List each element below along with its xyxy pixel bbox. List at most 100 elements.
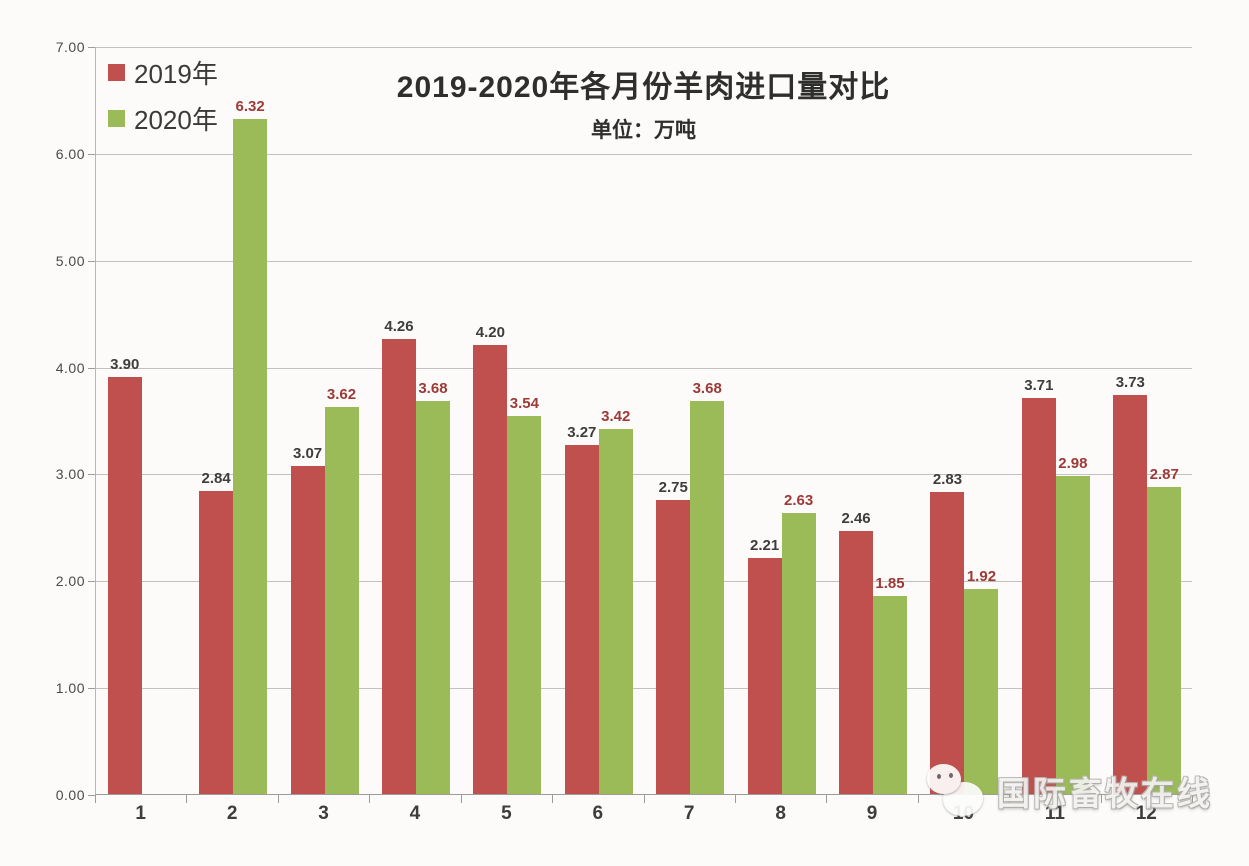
plot-area: 3.90 2.84 6.32 3.07 3.62 4.26 3.68 4.20 3.54 3.27… (95, 47, 1192, 795)
y-axis-tick (88, 688, 95, 690)
y-axis-tick-label: 2.00 (55, 573, 85, 590)
bar-2020年-month-9 (873, 596, 908, 794)
bar-2019年-month-2 (199, 490, 234, 794)
x-axis-label-month-11: 11 (1044, 803, 1065, 824)
legend-label-2019: 2019年 (134, 58, 218, 89)
x-axis-tick (552, 795, 554, 803)
bar-group-month-2: 2.84 6.32 (187, 47, 278, 794)
bar-value-label-2019年-month-4: 4.26 (384, 317, 414, 335)
bar-value-label-2020年-month-12: 2.87 (1149, 466, 1179, 484)
y-axis-tick-label: 1.00 (55, 680, 85, 697)
x-axis-label-month-5: 5 (501, 803, 512, 824)
bar-value-label-2019年-month-10: 2.83 (932, 470, 963, 488)
bar-2020年-month-11 (1055, 475, 1090, 794)
bar-group-month-1: 3.90 (96, 47, 187, 794)
y-axis-tick-label: 5.00 (55, 252, 85, 269)
x-axis-label-month-8: 8 (775, 803, 786, 824)
gridline (96, 153, 1192, 155)
bar-2020年-month-7 (690, 400, 725, 794)
legend: 2019年 2020年 (108, 57, 218, 149)
bar-value-label-2020年-month-7: 3.68 (692, 379, 722, 397)
bar-2019年-month-3 (290, 465, 325, 794)
bar-2020年-month-6 (598, 428, 633, 794)
bar-group-month-9: 2.46 1.85 (827, 47, 918, 794)
x-axis-label-month-6: 6 (592, 803, 604, 824)
gridline (96, 367, 1192, 369)
y-axis-tick-label: 6.00 (55, 145, 85, 162)
legend-swatch-2019-icon (108, 63, 125, 81)
bar-group-month-5: 4.20 3.54 (462, 47, 553, 794)
sheep-mascot-icon (925, 762, 989, 820)
bar-2020年-month-12 (1147, 487, 1182, 794)
x-axis-tick (917, 795, 919, 803)
x-axis-tick (186, 795, 188, 803)
y-axis-tick-label: 7.00 (55, 39, 85, 55)
y-axis-tick-label: 4.00 (55, 359, 85, 376)
legend-swatch-2020-icon (108, 109, 125, 127)
x-axis-tick (643, 795, 645, 803)
bar-value-label-2019年-month-3: 3.07 (292, 444, 323, 462)
bar-value-label-2020年-month-11: 2.98 (1058, 454, 1088, 472)
bar-value-label-2019年-month-5: 4.20 (475, 324, 505, 342)
x-axis-tick (826, 795, 828, 803)
legend-item-2019: 2019年 (108, 57, 218, 89)
bar-group-month-3: 3.07 3.62 (279, 47, 370, 794)
bar-value-label-2019年-month-1: 3.90 (110, 356, 140, 374)
bar-value-label-2020年-month-10: 1.92 (966, 567, 997, 585)
bar-group-month-10: 2.83 1.92 (919, 47, 1010, 794)
gridline (96, 581, 1192, 583)
bar-value-label-2020年-month-8: 2.63 (784, 491, 814, 509)
bar-2020年-month-3 (324, 407, 359, 794)
y-axis-tick (88, 581, 95, 583)
gridline (96, 474, 1192, 476)
bar-group-month-11: 3.71 2.98 (1010, 47, 1101, 794)
bar-2019年-month-8 (747, 557, 782, 794)
x-axis-tick (277, 795, 279, 803)
y-axis-tick (88, 367, 95, 369)
x-axis-tick (1192, 795, 1193, 803)
y-axis-tick (88, 474, 95, 476)
bar-2019年-month-11 (1021, 397, 1056, 794)
legend-label-2020: 2020年 (134, 104, 218, 135)
x-axis-label-month-7: 7 (683, 803, 695, 824)
bar-value-label-2019年-month-7: 2.75 (658, 479, 688, 497)
bar-value-label-2019年-month-12: 3.73 (1115, 374, 1145, 392)
bar-2020年-month-2 (233, 118, 268, 794)
y-axis-tick-label: 3.00 (55, 466, 85, 483)
x-axis-label-month-12: 12 (1135, 803, 1157, 824)
bar-value-label-2019年-month-6: 3.27 (567, 423, 597, 441)
x-axis-tick (1100, 795, 1102, 803)
bar-2019年-month-6 (564, 444, 599, 794)
x-axis-tick (1009, 795, 1011, 803)
bar-group-month-12: 3.73 2.87 (1102, 47, 1193, 794)
bar-group-month-6: 3.27 3.42 (553, 47, 644, 794)
bar-value-label-2020年-month-9: 1.85 (875, 575, 905, 593)
bar-value-label-2020年-month-2: 6.32 (235, 97, 265, 115)
bar-2019年-month-12 (1113, 395, 1148, 794)
bar-2020年-month-5 (507, 415, 542, 794)
bar-value-label-2019年-month-2: 2.84 (201, 469, 231, 487)
bar-value-label-2020年-month-6: 3.42 (601, 407, 631, 425)
bar-2019年-month-4 (381, 338, 416, 794)
x-axis-label-month-4: 4 (409, 803, 421, 824)
bar-2019年-month-1 (107, 377, 142, 794)
y-axis-tick-label: 0.00 (55, 787, 85, 803)
y-axis-tick (88, 260, 95, 262)
bar-2019年-month-9 (839, 531, 874, 794)
bar-group-month-7: 2.75 3.68 (645, 47, 736, 794)
bar-2019年-month-5 (473, 345, 508, 794)
y-axis-tick (88, 153, 95, 155)
x-axis-tick (460, 795, 462, 803)
watermark-text: 国际畜牧在线 (997, 775, 1213, 812)
x-axis-tick (734, 795, 736, 803)
y-axis-tick (88, 795, 95, 796)
x-axis-label-month-2: 2 (226, 803, 238, 824)
gridline (96, 688, 1192, 690)
bar-2019年-month-10 (930, 491, 965, 794)
x-axis-label-month-9: 9 (866, 803, 878, 824)
x-axis-label-month-1: 1 (135, 803, 146, 824)
x-axis-label-month-3: 3 (318, 803, 329, 824)
bar-group-month-4: 4.26 3.68 (370, 47, 461, 794)
gridline (96, 47, 1192, 48)
